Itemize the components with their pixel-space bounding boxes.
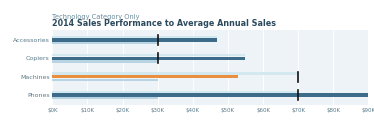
Bar	[52, 75, 239, 78]
Bar	[52, 91, 298, 93]
Bar	[52, 97, 158, 99]
Text: 2014 Sales Performance to Average Annual Sales: 2014 Sales Performance to Average Annual…	[52, 18, 276, 28]
Bar	[52, 60, 158, 63]
Text: Technology Category Only: Technology Category Only	[52, 14, 140, 20]
Bar	[52, 42, 158, 44]
Bar	[52, 36, 217, 38]
Bar	[52, 79, 158, 81]
Bar	[52, 57, 245, 60]
Bar	[52, 54, 245, 56]
Bar	[52, 72, 298, 75]
Bar	[52, 38, 217, 41]
Bar	[52, 94, 368, 97]
